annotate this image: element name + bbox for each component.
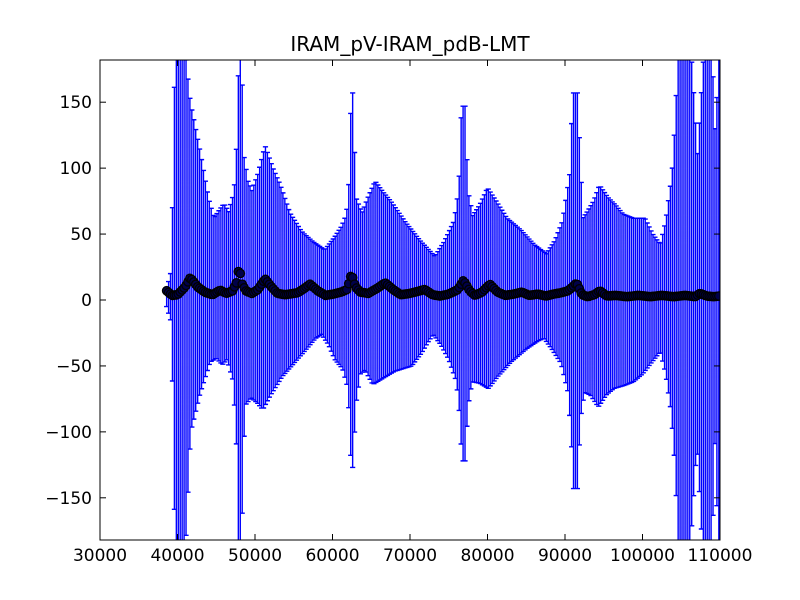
x-tick-label: 40000 [150, 546, 204, 566]
chart-title: IRAM_pV-IRAM_pdB-LMT [290, 32, 530, 56]
x-tick-label: 50000 [228, 546, 282, 566]
x-tick-label: 60000 [305, 546, 359, 566]
axis-ticks-layer [99, 60, 721, 540]
x-tick-label: 110000 [688, 546, 753, 566]
data-point-marker [235, 268, 246, 279]
y-tick-label: −150 [45, 489, 92, 509]
axis-tick-labels-layer: 30000 40000 50000 60000 70000 80000 90000 10000… [45, 93, 752, 566]
data-markers-layer [161, 266, 720, 302]
x-tick-label: 70000 [383, 546, 437, 566]
x-tick-label: 30000 [73, 546, 127, 566]
y-tick-label: 100 [60, 159, 92, 179]
y-tick-label: 150 [60, 93, 92, 113]
y-tick-label: 50 [70, 225, 92, 245]
y-tick-label: −50 [56, 357, 92, 377]
x-tick-label: 80000 [460, 546, 514, 566]
data-point-marker [713, 291, 720, 301]
y-tick-label: −100 [45, 423, 92, 443]
x-tick-label: 100000 [610, 546, 675, 566]
x-tick-label: 90000 [538, 546, 592, 566]
y-tick-label: 0 [81, 291, 92, 311]
